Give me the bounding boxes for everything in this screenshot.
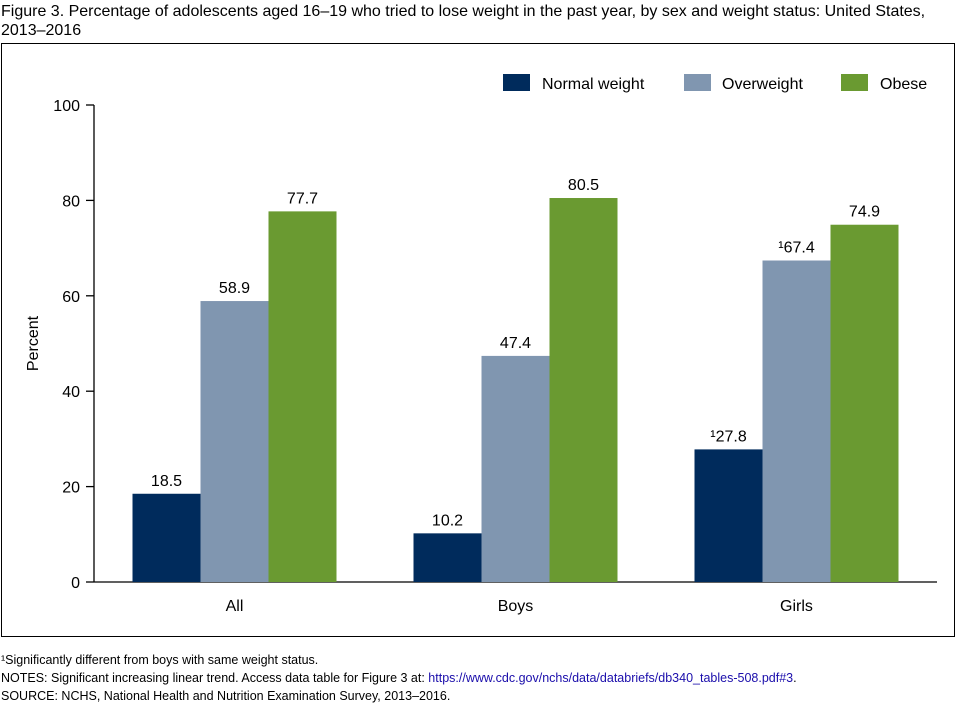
bar-boys-normal-weight: [413, 533, 482, 582]
legend-swatch-normal-weight: [503, 74, 530, 91]
notes-text: NOTES: Significant increasing linear tre…: [1, 669, 956, 687]
notes-prefix: NOTES: Significant increasing linear tre…: [1, 671, 429, 685]
footnote-text: ¹Significantly different from boys with …: [1, 653, 319, 667]
data-label-boys-normal-weight: 10.2: [432, 512, 463, 529]
y-tick-label-60: 60: [62, 289, 80, 306]
bar-chart: Normal weight Overweight Obese 0 20 40 60 80 10…: [25, 74, 937, 615]
legend-label-normal-weight: Normal weight: [542, 76, 645, 93]
legend-label-overweight: Overweight: [722, 76, 803, 93]
bar-all-obese: [268, 211, 337, 582]
bar-all-normal-weight: [132, 493, 201, 582]
bar-girls-normal-weight: [694, 449, 763, 582]
data-label-all-overweight: 58.9: [219, 280, 250, 297]
source-text: SOURCE: NCHS, National Health and Nutrit…: [1, 689, 451, 703]
figure-title: Figure 3. Percentage of adolescents aged…: [1, 3, 926, 39]
legend-swatch-obese: [841, 74, 868, 91]
y-tick-label-80: 80: [62, 193, 80, 210]
figure-footer: ¹Significantly different from boys with …: [1, 651, 956, 705]
x-tick-label-all: All: [226, 598, 244, 615]
data-label-girls-normal-weight: ¹27.8: [710, 428, 747, 445]
y-tick-label-20: 20: [62, 480, 80, 497]
data-label-boys-overweight: 47.4: [500, 335, 531, 352]
y-tick-label-40: 40: [62, 384, 80, 401]
legend-swatch-overweight: [684, 74, 711, 91]
bar-girls-overweight: [762, 260, 831, 582]
chart-bars: [132, 198, 899, 583]
y-tick-label-0: 0: [71, 575, 80, 592]
data-label-girls-obese: 74.9: [849, 204, 880, 221]
data-table-link[interactable]: https://www.cdc.gov/nchs/data/databriefs…: [428, 671, 794, 685]
chart-frame: [1, 43, 955, 637]
y-tick-label-100: 100: [53, 98, 80, 115]
x-tick-label-boys: Boys: [498, 598, 534, 615]
bar-boys-overweight: [481, 355, 550, 582]
data-label-girls-overweight: ¹67.4: [778, 240, 815, 257]
legend-label-obese: Obese: [880, 76, 927, 93]
chart-axes: 0 20 40 60 80 100 Percent All Boys Girls: [25, 98, 937, 615]
x-tick-label-girls: Girls: [780, 598, 813, 615]
bar-girls-obese: [830, 224, 899, 583]
bar-all-overweight: [200, 301, 269, 582]
y-axis-title: Percent: [25, 315, 42, 371]
bar-boys-obese: [549, 198, 618, 582]
data-label-all-obese: 77.7: [287, 190, 318, 207]
notes-suffix: .: [793, 671, 797, 685]
chart-legend: Normal weight Overweight Obese: [503, 74, 927, 93]
data-label-boys-obese: 80.5: [568, 177, 599, 194]
chart-data-labels: 18.5 58.9 77.7 10.2 47.4 80.5 ¹27.8 ¹67.4 74.9: [151, 177, 880, 529]
data-label-all-normal-weight: 18.5: [151, 473, 182, 490]
